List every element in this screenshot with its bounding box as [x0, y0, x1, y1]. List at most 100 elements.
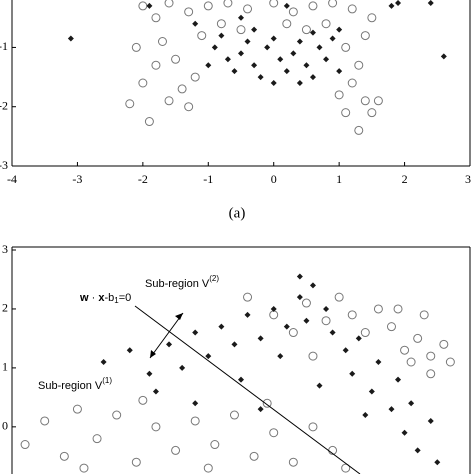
point	[408, 400, 415, 407]
point	[205, 353, 212, 360]
point	[360, 31, 370, 41]
point	[138, 395, 148, 405]
normal-arrow	[149, 312, 184, 359]
point	[290, 50, 297, 57]
x-tick-label: 0	[271, 172, 277, 186]
point	[427, 0, 434, 6]
point	[218, 323, 225, 330]
point	[269, 428, 279, 438]
decision-line	[134, 305, 361, 474]
point	[309, 282, 316, 289]
point	[244, 38, 251, 45]
point	[262, 398, 272, 408]
point	[303, 317, 310, 324]
point	[388, 406, 395, 413]
point	[395, 376, 402, 383]
point	[179, 364, 186, 371]
annotation-sup: (2)	[209, 274, 219, 283]
equation: w · x-b1=0	[79, 292, 131, 305]
point	[151, 422, 161, 432]
point	[301, 298, 311, 308]
point	[395, 0, 402, 6]
point	[283, 68, 290, 75]
arrow-head	[150, 350, 156, 358]
point	[72, 404, 82, 414]
point	[296, 80, 303, 86]
x-tick-label: 3	[465, 172, 471, 186]
point	[413, 333, 423, 343]
point	[257, 406, 264, 413]
y-tick-label: 3	[2, 242, 8, 256]
point	[347, 78, 357, 88]
eq-part: -b	[104, 292, 114, 304]
point	[288, 7, 298, 17]
point	[342, 347, 349, 354]
point	[321, 19, 331, 29]
point	[341, 108, 351, 118]
point	[249, 451, 259, 461]
point	[131, 42, 141, 52]
point	[360, 328, 370, 338]
point	[336, 68, 343, 75]
point	[192, 400, 199, 407]
point	[59, 451, 69, 461]
annotation: Sub-region V(2)	[145, 274, 219, 290]
point	[434, 459, 441, 466]
x-tick-label: 1	[336, 172, 342, 186]
point	[401, 429, 408, 436]
point	[223, 0, 233, 8]
point	[303, 62, 310, 69]
point	[152, 388, 159, 395]
point	[445, 357, 455, 367]
x-tick-label: 2	[402, 172, 408, 186]
point	[309, 74, 316, 81]
point	[126, 347, 133, 354]
point	[419, 310, 429, 320]
point	[355, 335, 362, 342]
point	[238, 376, 244, 383]
point	[244, 311, 251, 318]
point	[328, 0, 338, 8]
point	[323, 56, 330, 63]
y-tick-label: 0	[2, 419, 8, 433]
x-tick-label: -4	[7, 172, 17, 186]
point	[341, 42, 351, 52]
point	[277, 56, 284, 63]
point	[283, 323, 290, 330]
point	[321, 316, 331, 326]
point	[316, 44, 323, 51]
y-tick-label: 2	[2, 301, 8, 315]
point	[203, 1, 213, 11]
point	[270, 305, 277, 312]
point	[360, 96, 370, 106]
point	[367, 13, 377, 23]
point	[192, 329, 199, 336]
point	[308, 1, 318, 11]
point	[341, 463, 351, 473]
point	[205, 62, 212, 69]
y-tick-label: -2	[0, 98, 8, 112]
point	[238, 14, 244, 21]
point	[288, 328, 298, 338]
point	[211, 44, 218, 51]
point	[218, 32, 225, 39]
point	[282, 19, 292, 29]
point	[192, 20, 199, 27]
point	[177, 84, 187, 94]
point	[257, 74, 264, 81]
point	[216, 19, 226, 29]
point	[349, 370, 356, 377]
point	[277, 353, 284, 360]
eq-part: x	[98, 292, 105, 304]
point	[157, 37, 167, 46]
point	[301, 25, 311, 35]
y-tick-label: 1	[2, 360, 8, 374]
point	[166, 341, 173, 348]
point	[440, 53, 447, 60]
point	[329, 329, 336, 336]
arrow-head	[175, 313, 183, 320]
point	[373, 96, 383, 106]
point	[334, 90, 344, 100]
point	[329, 35, 336, 42]
